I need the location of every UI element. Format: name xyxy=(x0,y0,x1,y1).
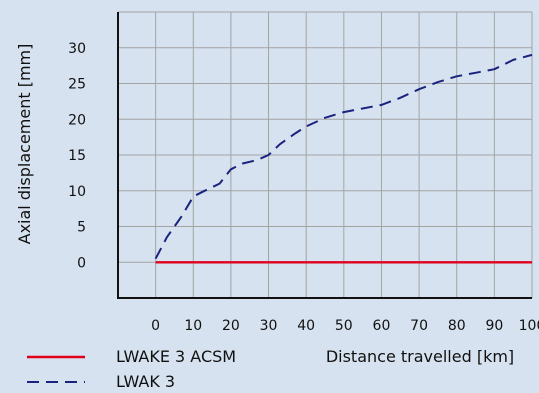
x-tick-label-100: 100 xyxy=(519,318,539,334)
x-tick-label-90: 90 xyxy=(485,318,503,334)
x-tick-label-20: 20 xyxy=(222,318,240,334)
tick-labels: 0 10 20 30 40 50 60 70 80 90 100 0 5 10 15 20 25 30 xyxy=(68,41,539,334)
x-tick-label-10: 10 xyxy=(184,318,202,334)
legend-label-lwak-3: LWAK 3 xyxy=(116,372,175,391)
y-tick-label-15: 15 xyxy=(68,148,86,164)
y-tick-label-5: 5 xyxy=(77,220,86,236)
legend: LWAKE 3 ACSM LWAK 3 xyxy=(27,347,236,391)
y-tick-label-10: 10 xyxy=(68,184,86,200)
axes xyxy=(117,12,532,299)
x-tick-label-30: 30 xyxy=(260,318,278,334)
y-axis-label: Axial displacement [mm] xyxy=(15,44,34,245)
grid xyxy=(118,11,533,299)
x-axis-label: Distance travelled [km] xyxy=(326,347,514,366)
x-tick-label-70: 70 xyxy=(410,318,428,334)
y-tick-label-0: 0 xyxy=(77,255,86,271)
y-tick-label-25: 25 xyxy=(68,77,86,93)
x-tick-label-60: 60 xyxy=(373,318,391,334)
x-tick-label-0: 0 xyxy=(151,318,160,334)
series-line-lwak-3 xyxy=(154,53,533,260)
x-tick-label-50: 50 xyxy=(335,318,353,334)
legend-label-lwake-3-acsm: LWAKE 3 ACSM xyxy=(116,347,236,366)
series-group xyxy=(154,53,533,264)
y-tick-label-30: 30 xyxy=(68,41,86,57)
x-tick-label-80: 80 xyxy=(448,318,466,334)
y-tick-label-20: 20 xyxy=(68,112,86,128)
x-tick-label-40: 40 xyxy=(297,318,315,334)
